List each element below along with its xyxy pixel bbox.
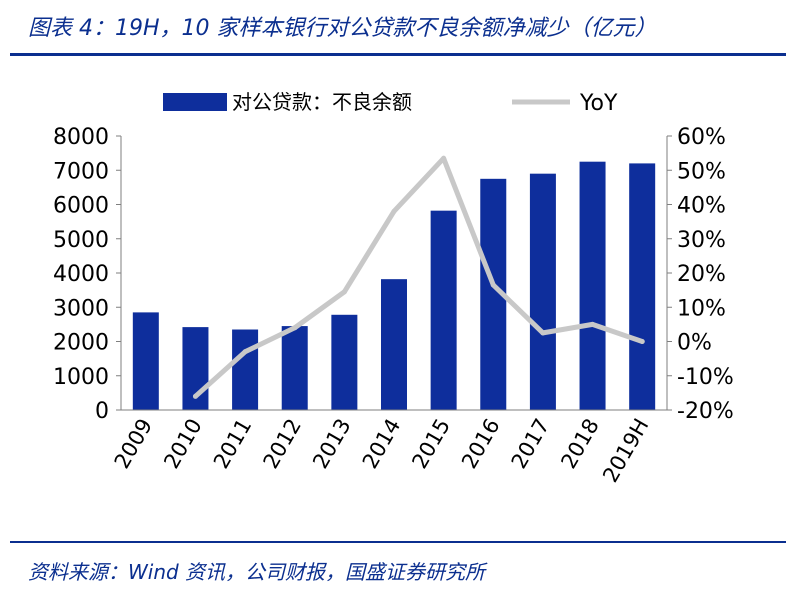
chart: 对公贷款：不良余额 YoY 0 1000 2000 3000 4000 5000 6000 7…: [53, 90, 734, 487]
y-left-tick-label: 5000: [53, 228, 109, 253]
y-axis-right: -20% -10% 0% 10% 20% 30% 40% 50% 60%: [666, 125, 734, 424]
yoy-point-2015: [441, 155, 447, 161]
yoy-point-2013: [341, 289, 347, 295]
bar-2019H: [629, 163, 656, 410]
yoy-line: [193, 155, 645, 399]
yoy-point-2018: [590, 321, 596, 327]
x-axis: 2009 2010 2011 2012 2013 2014 2015 2016 2017 2018…: [110, 409, 667, 487]
y-left-tick-label: 7000: [53, 159, 109, 184]
top-divider: [10, 53, 786, 56]
y-right-tick-label: -10%: [677, 365, 734, 390]
bar-2017: [529, 173, 556, 410]
yoy-point-2019H: [639, 339, 645, 344]
y-right-tick-label: -20%: [677, 399, 734, 424]
x-tick-label: 2012: [259, 415, 307, 473]
x-tick-label: 2010: [159, 415, 207, 473]
yoy-point-2014: [391, 208, 397, 214]
y-axis-left: 0 1000 2000 3000 4000 5000 6000 7000 8000: [53, 125, 122, 424]
yoy-point-2012: [292, 325, 298, 331]
y-right-tick-label: 30%: [677, 228, 726, 253]
x-tick-label: 2018: [556, 415, 604, 473]
y-right-tick-label: 0%: [677, 331, 712, 356]
legend-line-label: YoY: [579, 91, 618, 116]
yoy-point-2017: [540, 330, 546, 336]
bar-2013: [331, 314, 358, 410]
bar-2009: [132, 312, 159, 410]
x-tick-label: 2009: [110, 415, 158, 473]
y-left-tick-label: 0: [95, 399, 109, 424]
y-left-tick-label: 1000: [53, 365, 109, 390]
y-left-tick-label: 4000: [53, 262, 109, 287]
bar-2011: [232, 329, 259, 410]
x-tick-label: 2016: [457, 415, 505, 473]
y-right-tick-label: 60%: [677, 125, 726, 150]
yoy-point-2010: [192, 393, 198, 399]
x-tick-label: 2014: [358, 415, 406, 473]
y-right-tick-label: 40%: [677, 194, 726, 219]
x-tick-label: 2015: [407, 415, 455, 473]
legend-bar-swatch: [163, 93, 227, 111]
bar-2018: [579, 161, 606, 410]
y-left-tick-label: 2000: [53, 331, 109, 356]
legend: 对公贷款：不良余额 YoY: [163, 90, 618, 116]
y-right-tick-label: 10%: [677, 296, 726, 321]
y-left-tick-label: 6000: [53, 194, 109, 219]
bar-2015: [430, 210, 457, 410]
x-tick-label: 2017: [507, 415, 555, 473]
legend-bar-label: 对公贷款：不良余额: [232, 90, 412, 114]
x-tick-label: 2019H: [598, 415, 653, 487]
chart-title: 图表 4：19H，10 家样本银行对公贷款不良余额净减少（亿元）: [28, 16, 657, 41]
yoy-point-2016: [490, 282, 496, 288]
bar-series: [132, 161, 656, 410]
bar-2012: [281, 326, 308, 410]
yoy-line-series: [192, 155, 645, 399]
source-note: 资料来源：Wind 资讯，公司财报，国盛证券研究所: [28, 560, 486, 584]
y-left-tick-label: 3000: [53, 296, 109, 321]
bar-2014: [381, 279, 407, 410]
y-right-tick-label: 50%: [677, 159, 726, 184]
y-right-tick-label: 20%: [677, 262, 726, 287]
y-left-tick-label: 8000: [53, 125, 109, 150]
x-tick-label: 2011: [209, 415, 257, 473]
x-tick-label: 2013: [308, 415, 356, 473]
yoy-point-2011: [242, 349, 248, 355]
bottom-divider: [10, 541, 786, 543]
